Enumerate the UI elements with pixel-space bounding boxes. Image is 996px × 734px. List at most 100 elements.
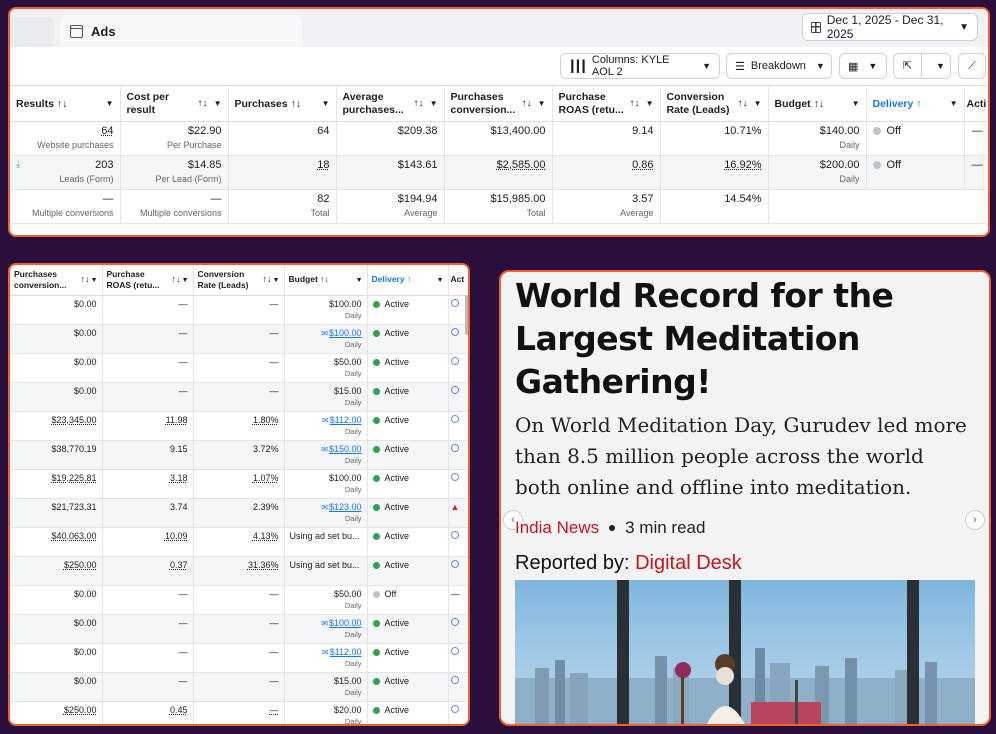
- column-header-purchases[interactable]: Purchases ↑↓ ▼: [228, 85, 337, 122]
- budget-link[interactable]: $100.00: [328, 617, 362, 628]
- table-row[interactable]: $250.00 0.37 31.36% Using ad set bu... Activ…: [10, 556, 468, 586]
- table-row[interactable]: 64 Website purchases $22.90 Per Purchase 6…: [10, 121, 988, 156]
- next-arrow-icon[interactable]: ›: [965, 510, 985, 530]
- action-icon[interactable]: [450, 617, 459, 626]
- conversion-value-cell: $0.00: [10, 295, 103, 325]
- budget-cell: ✉$150.00 Daily: [284, 440, 368, 470]
- table-row[interactable]: $0.00— — ✉$100.00 Daily Active: [10, 324, 468, 354]
- read-time: 3 min read: [625, 518, 706, 537]
- scrollbar[interactable]: [465, 295, 468, 335]
- ads-tab-icon: [70, 24, 83, 38]
- table-row[interactable]: $38,770.19 9.15 3.72% ✉$150.00 Daily Active: [10, 440, 468, 470]
- action-icon[interactable]: [450, 356, 459, 365]
- action-icon[interactable]: [450, 385, 459, 394]
- columns-button[interactable]: ┃┃┃ Columns: KYLE AOL 2 ▼: [560, 53, 720, 79]
- column-header-purchases-conversion[interactable]: Purchases conversion... ↑↓ ▼: [10, 265, 103, 296]
- column-header-conversion-rate[interactable]: Conversion Rate (Leads) ↑↓ ▼: [660, 85, 769, 122]
- conversion-rate-cell: 1.80%: [193, 411, 285, 441]
- chart-view-button[interactable]: ⟋: [958, 53, 986, 79]
- date-range-picker[interactable]: Dec 1, 2025 - Dec 31, 2025 ▼: [802, 13, 978, 41]
- warning-icon[interactable]: ▲: [450, 501, 460, 512]
- action-icon[interactable]: [450, 443, 459, 452]
- sort-icon: ↑↓: [737, 98, 748, 109]
- column-header-budget[interactable]: Budget ↑↓ ▼: [284, 265, 368, 296]
- table-row[interactable]: $0.00— — $50.00 Daily Off —: [10, 585, 468, 615]
- delivery-total-cell: [866, 189, 964, 224]
- column-header-budget[interactable]: Budget ↑↓ ▼: [768, 85, 867, 122]
- table-row[interactable]: $19,225.81 3.18 1.07% $100.00 Daily Active: [10, 469, 468, 499]
- reports-button[interactable]: ▦ ▼: [839, 53, 887, 79]
- table-row[interactable]: $0.00— — $50.00 Daily Active: [10, 353, 468, 383]
- ads-table: Purchases conversion... ↑↓ ▼ Purchase ROAS…: [10, 265, 468, 724]
- column-header-purchase-roas[interactable]: Purchase ROAS (retu... ↑↓ ▼: [552, 85, 661, 122]
- action-dash: —: [450, 588, 460, 599]
- table-row[interactable]: $250.00 0.45— $20.00 Daily Active: [10, 701, 468, 724]
- conversion-rate-cell: —: [193, 295, 285, 325]
- table-row[interactable]: $0.00— — ✉$112.00 Daily Active: [10, 643, 468, 673]
- budget-link[interactable]: $150.00: [328, 443, 362, 454]
- table-row[interactable]: $0.00— — $15.00 Daily Active: [10, 672, 468, 702]
- conversion-rate-cell: —: [193, 614, 285, 644]
- column-header-delivery[interactable]: Delivery ↑ ▼: [866, 85, 965, 122]
- column-header-cost-per-result[interactable]: Cost per result ↑↓ ▼: [120, 85, 229, 122]
- sort-icon: ↑↓: [171, 274, 181, 284]
- article-category-link[interactable]: India News: [515, 518, 600, 537]
- tab-previous[interactable]: [10, 17, 54, 47]
- calendar-icon: [811, 21, 821, 33]
- budget-link[interactable]: $112.00: [329, 646, 362, 657]
- chevron-down-icon: ▼: [959, 21, 969, 33]
- action-cell: [448, 353, 468, 383]
- byline-author-link[interactable]: Digital Desk: [635, 552, 742, 574]
- conversion-value-cell: $250.00: [10, 556, 103, 586]
- action-icon[interactable]: [450, 414, 459, 423]
- column-header-actions[interactable]: Act: [448, 265, 468, 296]
- table-row[interactable]: $23,345.00 11.98 1.80% ✉$112.00 Daily Active: [10, 411, 468, 441]
- budget-link[interactable]: $123.00: [328, 501, 362, 512]
- action-icon[interactable]: [450, 559, 459, 568]
- action-icon[interactable]: [450, 704, 459, 713]
- city-skyline: [515, 648, 975, 724]
- status-dot: [372, 706, 380, 714]
- budget-period: Daily: [344, 629, 362, 639]
- column-header-delivery[interactable]: Delivery ↑ ▼: [367, 265, 449, 296]
- news-article-card: World Record for the Largest Meditation …: [499, 270, 991, 726]
- download-icon[interactable]: ⤓: [16, 159, 21, 170]
- action-icon[interactable]: [450, 298, 459, 307]
- results-cell: 64 Website purchases: [10, 121, 121, 156]
- column-header-average-purchases[interactable]: Average purchases... ↑↓ ▼: [336, 85, 445, 122]
- budget-link[interactable]: $112.00: [329, 414, 362, 425]
- action-icon[interactable]: [450, 472, 459, 481]
- prev-arrow-icon[interactable]: ‹: [503, 510, 523, 530]
- action-icon[interactable]: [450, 327, 459, 336]
- budget-link[interactable]: $100.00: [328, 327, 362, 338]
- action-cell: ▲: [448, 498, 468, 528]
- table-row[interactable]: ⤓ 203 Leads (Form) $14.85 Per Lead (Form) 1…: [10, 155, 988, 190]
- column-header-conversion-rate[interactable]: Conversion Rate (Leads) ↑↓ ▼: [193, 265, 285, 296]
- action-icon[interactable]: [450, 530, 459, 539]
- table-row[interactable]: $21,723.31 3.74 2.39% ✉$123.00 Daily Active ▲: [10, 498, 468, 528]
- budget-period: Daily: [344, 339, 362, 349]
- table-row[interactable]: $0.00— — ✉$100.00 Daily Active: [10, 614, 468, 644]
- column-header-purchases-conversion[interactable]: Purchases conversion... ↑↓ ▼: [444, 85, 553, 122]
- action-cell: [448, 440, 468, 470]
- table-row[interactable]: $0.00— — $100.00 Daily Active: [10, 295, 468, 325]
- action-icon[interactable]: [450, 675, 459, 684]
- trend-chart-icon: ⟋: [968, 59, 976, 72]
- roas-cell: 9.14: [552, 121, 661, 156]
- column-header-purchase-roas[interactable]: Purchase ROAS (retu... ↑↓ ▼: [102, 265, 194, 296]
- status-dot: [372, 445, 380, 453]
- action-icon[interactable]: [450, 646, 459, 655]
- delivery-cell: Active: [367, 411, 449, 441]
- column-header-actions[interactable]: Acti: [964, 85, 988, 122]
- table-row[interactable]: $40,063.00 10.09 4.13% Using ad set bu... Ac…: [10, 527, 468, 557]
- export-button[interactable]: ⇱ ▼: [893, 53, 951, 79]
- tab-ads[interactable]: Ads: [60, 15, 302, 47]
- article-photo: [515, 580, 975, 724]
- column-header-results[interactable]: Results ↑↓ ▼: [10, 85, 121, 122]
- conversion-value-cell: $2,585.00: [444, 155, 553, 190]
- table-row[interactable]: $0.00— — $15.00 Daily Active: [10, 382, 468, 412]
- budget-cell: ✉$123.00 Daily: [284, 498, 368, 528]
- breakdown-icon: ☰: [735, 60, 745, 73]
- breakdown-button[interactable]: ☰ Breakdown ▼: [726, 53, 832, 79]
- purchases-cell: 18: [228, 155, 337, 190]
